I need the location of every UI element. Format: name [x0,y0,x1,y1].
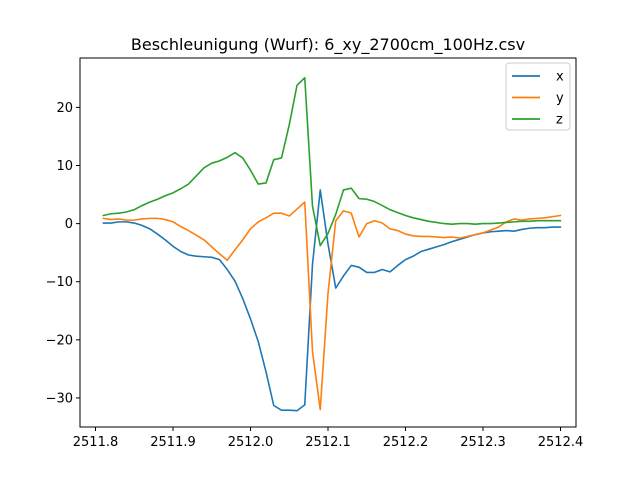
x-tick-label: 2511.9 [150,435,196,450]
series-layer [102,76,562,412]
y-tick-label: −10 [46,275,73,290]
x-axis: 2511.8 2511.9 2512.0 2512.1 2512.2 2512.3 2512… [73,427,584,450]
y-tick-label: −20 [46,333,73,348]
legend-label-x: x [556,70,564,85]
series-line-y [102,201,562,411]
plot-area: 2511.8 2511.9 2512.0 2512.1 2512.2 2512.3 2512… [46,57,584,450]
y-tick-label: 10 [56,159,73,174]
chart-title: Beschleunigung (Wurf): 6_xy_2700cm_100Hz… [131,35,525,55]
legend: xyz [505,62,571,131]
y-tick-label: 0 [65,217,73,232]
y-axis: −30 −20 −10 0 10 20 [46,101,80,406]
x-tick-label: 2512.1 [305,435,351,450]
y-tick-label: 20 [56,101,73,116]
x-tick-label: 2512.3 [460,435,506,450]
legend-label-y: y [556,91,564,106]
series-line-z [102,76,562,247]
legend-label-z: z [556,113,563,128]
x-tick-label: 2512.0 [228,435,274,450]
x-tick-label: 2511.8 [73,435,119,450]
x-tick-label: 2512.4 [538,435,584,450]
legend-box [505,62,571,131]
y-tick-label: −30 [46,391,73,406]
x-tick-label: 2512.2 [383,435,429,450]
